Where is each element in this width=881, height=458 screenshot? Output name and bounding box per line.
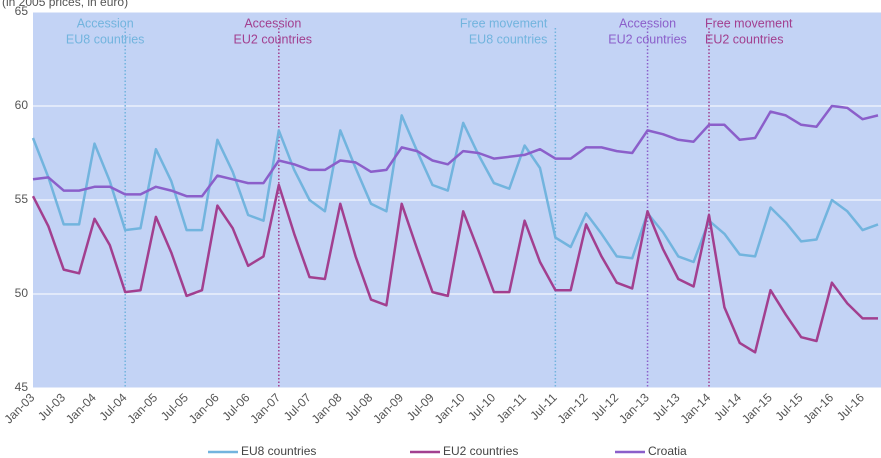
x-tick-label: Jul-10: [465, 390, 498, 423]
y-tick-label: 65: [15, 4, 29, 18]
x-tick-label: Jan-04: [63, 390, 99, 426]
x-tick-label: Jan-08: [309, 390, 345, 426]
legend-label: Croatia: [648, 444, 687, 458]
legend-label: EU8 countries: [241, 444, 316, 458]
x-tick-label: Jan-07: [247, 390, 283, 426]
annotation-text: Free movement: [460, 16, 548, 30]
legend-label: EU2 countries: [443, 444, 518, 458]
x-tick-label: Jul-16: [834, 390, 867, 423]
y-tick-label: 45: [15, 380, 29, 394]
annotation-text: Accession: [77, 16, 134, 30]
x-tick-label: Jan-03: [2, 390, 38, 426]
x-tick-label: Jul-04: [97, 390, 130, 423]
x-tick-label: Jul-14: [711, 390, 744, 423]
y-tick-label: 50: [15, 286, 29, 300]
chart-subtitle: (in 2005 prices, in euro): [2, 0, 128, 9]
x-tick-label: Jan-11: [494, 390, 529, 425]
x-tick-label: Jul-06: [219, 390, 252, 423]
x-tick-label: Jul-08: [342, 390, 375, 423]
annotation-text: Accession: [244, 16, 301, 30]
x-tick-label: Jul-12: [588, 390, 621, 423]
x-tick-label: Jul-13: [650, 390, 683, 423]
annotation-text: EU8 countries: [66, 32, 145, 46]
y-tick-label: 60: [15, 98, 29, 112]
annotation-text: Accession: [619, 16, 676, 30]
x-tick-label: Jul-09: [404, 390, 437, 423]
x-tick-label: Jan-06: [186, 390, 222, 426]
annotation-text: EU2 countries: [608, 32, 687, 46]
annotation-text: EU2 countries: [234, 32, 313, 46]
annotation-text: EU8 countries: [469, 32, 548, 46]
x-tick-label: Jan-12: [555, 390, 591, 426]
x-tick-label: Jul-15: [773, 390, 806, 423]
series-line: [31, 183, 878, 354]
x-tick-label: Jul-05: [158, 390, 191, 423]
annotation-text: EU2 countries: [705, 32, 784, 46]
annotation-text: Free movement: [705, 16, 793, 30]
x-tick-label: Jul-03: [35, 390, 68, 423]
x-tick-label: Jan-09: [370, 390, 406, 426]
x-tick-label: Jan-14: [678, 390, 714, 426]
x-tick-label: Jan-10: [432, 390, 468, 426]
x-tick-label: Jan-15: [739, 390, 775, 426]
series-line: [32, 104, 879, 198]
x-tick-label: Jul-07: [281, 390, 314, 423]
x-tick-label: Jan-16: [800, 390, 836, 426]
y-tick-label: 55: [15, 192, 29, 206]
x-tick-label: Jan-05: [124, 390, 160, 426]
x-tick-label: Jan-13: [616, 390, 652, 426]
